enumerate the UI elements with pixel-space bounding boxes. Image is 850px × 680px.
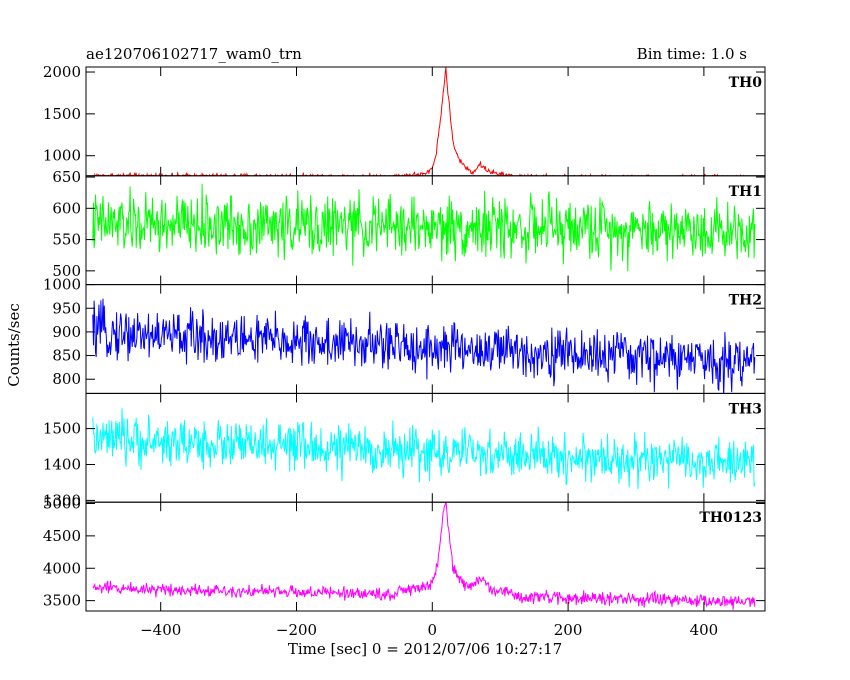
panel-label: TH1 <box>729 184 762 200</box>
y-tick-label: 1400 <box>43 455 81 473</box>
panel-frame <box>85 501 766 612</box>
y-tick-label: 3500 <box>43 592 81 610</box>
panel-label: TH0 <box>729 75 763 91</box>
y-tick-label: 5000 <box>43 494 81 512</box>
y-axis-label: Counts/sec <box>5 303 23 387</box>
y-tick-label: 550 <box>52 231 81 249</box>
chart-subtitle: Bin time: 1.0 s <box>637 45 747 63</box>
panel-frame <box>85 66 766 177</box>
series-line-th0 <box>92 67 755 176</box>
y-tick-label: 1500 <box>43 420 81 438</box>
y-tick-label: 4000 <box>43 559 81 577</box>
panel-th0123: 3500 4000 4500 5000 TH0123 <box>43 494 766 612</box>
series-line-th3 <box>92 408 756 490</box>
x-tick-label: 400 <box>690 621 719 639</box>
y-tick-label: 2000 <box>43 63 81 81</box>
y-tick-label: 1500 <box>43 105 81 123</box>
panel-label: TH0123 <box>699 510 762 526</box>
panel-th2: 800 850 900 950 1000 TH2 <box>43 276 766 394</box>
panel-label: TH2 <box>729 293 762 309</box>
panel-th3: 1300 1400 1500 TH3 <box>43 392 766 509</box>
panels-group: 100015002000TH0500550600650TH18008509009… <box>43 63 766 639</box>
x-axis-label: Time [sec] 0 = 2012/07/06 10:27:17 <box>288 640 562 658</box>
y-tick-label: 500 <box>52 262 81 280</box>
y-tick-label: 1300 <box>43 491 81 509</box>
x-tick-label: 0 <box>428 621 438 639</box>
y-tick-label: 1000 <box>43 147 81 165</box>
panel-frame <box>85 392 766 503</box>
chart-title: ae120706102717_wam0_trn <box>86 45 302 63</box>
panel-label: TH3 <box>729 401 762 417</box>
y-tick-label: 850 <box>52 347 81 365</box>
x-tick-label: −400 <box>140 621 181 639</box>
series-line-th1 <box>92 183 756 272</box>
series-line-th0123 <box>92 502 756 610</box>
y-tick-label: 1000 <box>43 276 81 294</box>
series-line-th2 <box>92 298 756 394</box>
x-tick-label: −200 <box>276 621 317 639</box>
y-tick-label: 900 <box>52 323 81 341</box>
x-tick-label: 200 <box>554 621 583 639</box>
y-tick-label: 950 <box>52 299 81 317</box>
panel-th1: 500 550 600 650 TH1 <box>52 168 766 286</box>
y-tick-label: 650 <box>52 168 81 186</box>
y-tick-label: 4500 <box>43 527 81 545</box>
panel-th0: 1000 1500 2000 TH0 <box>43 63 766 177</box>
y-tick-label: 800 <box>52 370 81 388</box>
y-tick-label: 600 <box>52 199 81 217</box>
